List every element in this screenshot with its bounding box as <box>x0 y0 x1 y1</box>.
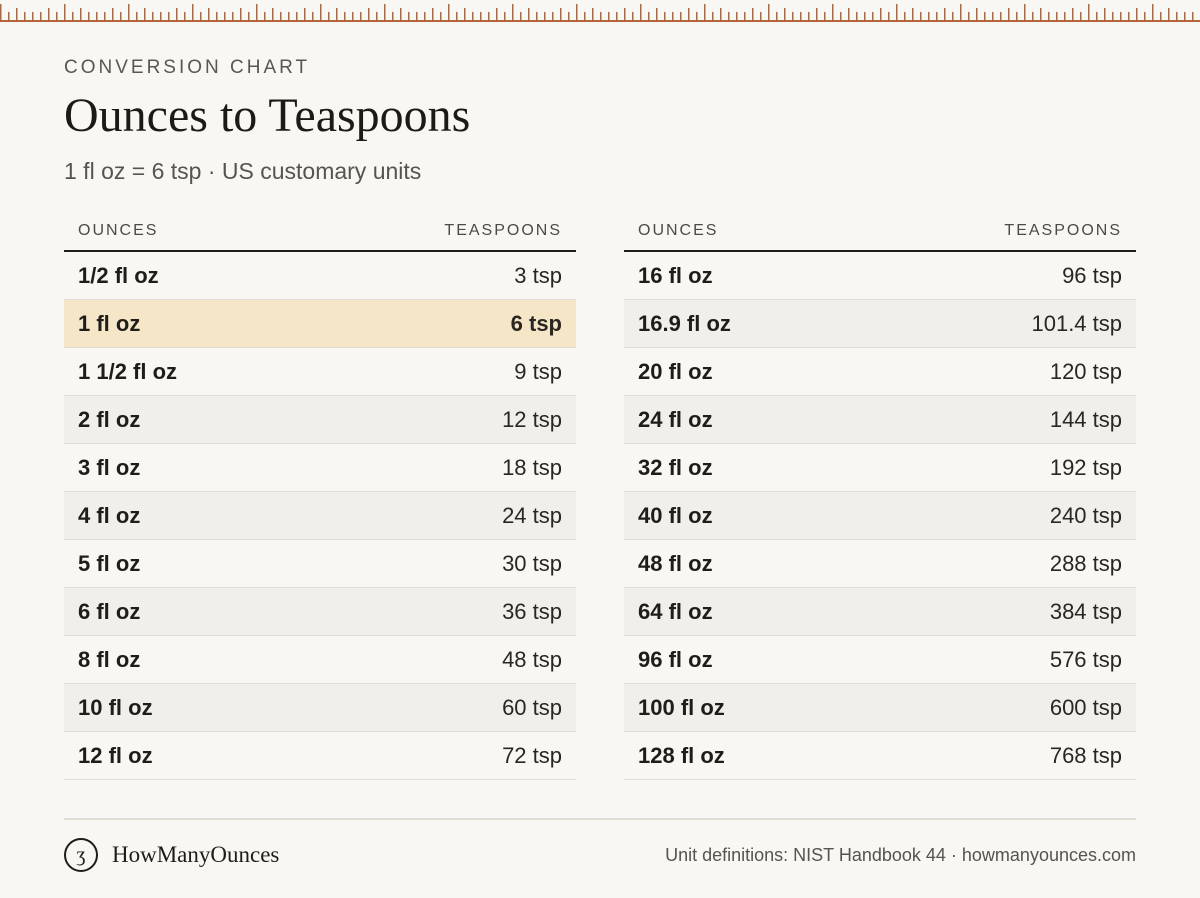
table-header: OUNCES TEASPOONS <box>624 212 1136 252</box>
table-row: 1/2 fl oz 3 tsp <box>64 252 576 300</box>
teaspoons-cell: 48 tsp <box>502 646 562 672</box>
column-header-ounces: OUNCES <box>78 222 159 239</box>
teaspoons-cell: 192 tsp <box>1049 454 1122 480</box>
teaspoons-cell: 384 tsp <box>1049 598 1122 624</box>
table-row: 128 fl oz 768 tsp <box>624 732 1136 780</box>
conversion-table-left: OUNCES TEASPOONS 1/2 fl oz 3 tsp 1 fl oz 6… <box>64 212 576 780</box>
ounces-cell: 128 fl oz <box>638 742 725 768</box>
ounces-cell: 16.9 fl oz <box>638 310 731 336</box>
teaspoons-cell: 18 tsp <box>502 454 562 480</box>
ounces-cell: 48 fl oz <box>638 550 713 576</box>
ounces-cell: 1/2 fl oz <box>78 262 159 288</box>
footer-divider <box>64 818 1136 820</box>
eyebrow-label: CONVERSION CHART <box>64 57 311 78</box>
ounces-cell: 2 fl oz <box>78 406 141 432</box>
table-row: 96 fl oz 576 tsp <box>624 636 1136 684</box>
teaspoons-cell: 576 tsp <box>1049 646 1122 672</box>
ounces-cell: 20 fl oz <box>638 358 713 384</box>
page-title: Ounces to Teaspoons <box>64 89 471 142</box>
ounces-cell: 6 fl oz <box>78 598 141 624</box>
teaspoons-cell: 768 tsp <box>1049 742 1122 768</box>
column-header-teaspoons: TEASPOONS <box>444 222 562 239</box>
table-row: 40 fl oz 240 tsp <box>624 492 1136 540</box>
ounces-cell: 100 fl oz <box>638 694 725 720</box>
table-row: 20 fl oz 120 tsp <box>624 348 1136 396</box>
teaspoons-cell: 60 tsp <box>502 694 562 720</box>
teaspoons-cell: 30 tsp <box>502 550 562 576</box>
ounces-cell: 16 fl oz <box>638 262 713 288</box>
ounces-cell: 1 1/2 fl oz <box>78 358 178 384</box>
table-row: 12 fl oz 72 tsp <box>64 732 576 780</box>
teaspoons-cell: 24 tsp <box>502 502 562 528</box>
table-row: 8 fl oz 48 tsp <box>64 636 576 684</box>
ounces-cell: 4 fl oz <box>78 502 141 528</box>
table-row: 5 fl oz 30 tsp <box>64 540 576 588</box>
brand-logo-icon: ʒ <box>64 838 98 872</box>
brand-name: HowManyOunces <box>112 842 280 867</box>
ruler-decoration <box>0 0 1200 22</box>
teaspoons-cell: 96 tsp <box>1062 262 1122 288</box>
ounces-cell: 64 fl oz <box>638 598 713 624</box>
conversion-table-right: OUNCES TEASPOONS 16 fl oz 96 tsp 16.9 fl … <box>624 212 1136 780</box>
ounces-cell: 96 fl oz <box>638 646 713 672</box>
ounces-cell: 5 fl oz <box>78 550 141 576</box>
table-row: 16 fl oz 96 tsp <box>624 252 1136 300</box>
table-row: 16.9 fl oz 101.4 tsp <box>624 300 1136 348</box>
ounces-cell: 40 fl oz <box>638 502 713 528</box>
column-header-ounces: OUNCES <box>638 222 719 239</box>
ounces-cell: 8 fl oz <box>78 646 141 672</box>
ounces-cell: 10 fl oz <box>78 694 153 720</box>
page-subtitle: 1 fl oz = 6 tsp · US customary units <box>64 158 422 184</box>
teaspoons-cell: 9 tsp <box>514 358 562 384</box>
teaspoons-cell: 600 tsp <box>1049 694 1122 720</box>
teaspoons-cell: 288 tsp <box>1049 550 1122 576</box>
ounces-cell: 24 fl oz <box>638 406 713 432</box>
teaspoons-cell: 101.4 tsp <box>1031 310 1122 336</box>
table-row: 24 fl oz 144 tsp <box>624 396 1136 444</box>
ounces-cell: 12 fl oz <box>78 742 153 768</box>
column-header-teaspoons: TEASPOONS <box>1004 222 1122 239</box>
ounces-cell: 32 fl oz <box>638 454 713 480</box>
table-row-highlighted: 1 fl oz 6 tsp <box>64 300 576 348</box>
table-row: 64 fl oz 384 tsp <box>624 588 1136 636</box>
table-row: 6 fl oz 36 tsp <box>64 588 576 636</box>
table-row: 48 fl oz 288 tsp <box>624 540 1136 588</box>
table-row: 10 fl oz 60 tsp <box>64 684 576 732</box>
table-row: 4 fl oz 24 tsp <box>64 492 576 540</box>
brand-logo[interactable]: ʒ HowManyOunces <box>64 838 279 872</box>
table-row: 1 1/2 fl oz 9 tsp <box>64 348 576 396</box>
footer-credit: Unit definitions: NIST Handbook 44 · how… <box>665 845 1136 865</box>
teaspoons-cell: 120 tsp <box>1049 358 1122 384</box>
ounces-cell: 1 fl oz <box>78 310 141 336</box>
teaspoons-cell: 72 tsp <box>502 742 562 768</box>
teaspoons-cell: 144 tsp <box>1049 406 1122 432</box>
table-row: 2 fl oz 12 tsp <box>64 396 576 444</box>
table-header: OUNCES TEASPOONS <box>64 212 576 252</box>
teaspoons-cell: 240 tsp <box>1049 502 1122 528</box>
teaspoons-cell: 6 tsp <box>510 310 562 336</box>
teaspoons-cell: 12 tsp <box>502 406 562 432</box>
teaspoons-cell: 3 tsp <box>514 262 562 288</box>
ounces-cell: 3 fl oz <box>78 454 141 480</box>
table-row: 100 fl oz 600 tsp <box>624 684 1136 732</box>
teaspoons-cell: 36 tsp <box>502 598 562 624</box>
table-row: 3 fl oz 18 tsp <box>64 444 576 492</box>
table-row: 32 fl oz 192 tsp <box>624 444 1136 492</box>
